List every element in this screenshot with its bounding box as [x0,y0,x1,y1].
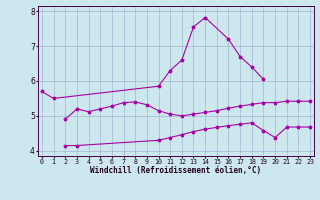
X-axis label: Windchill (Refroidissement éolien,°C): Windchill (Refroidissement éolien,°C) [91,166,261,175]
